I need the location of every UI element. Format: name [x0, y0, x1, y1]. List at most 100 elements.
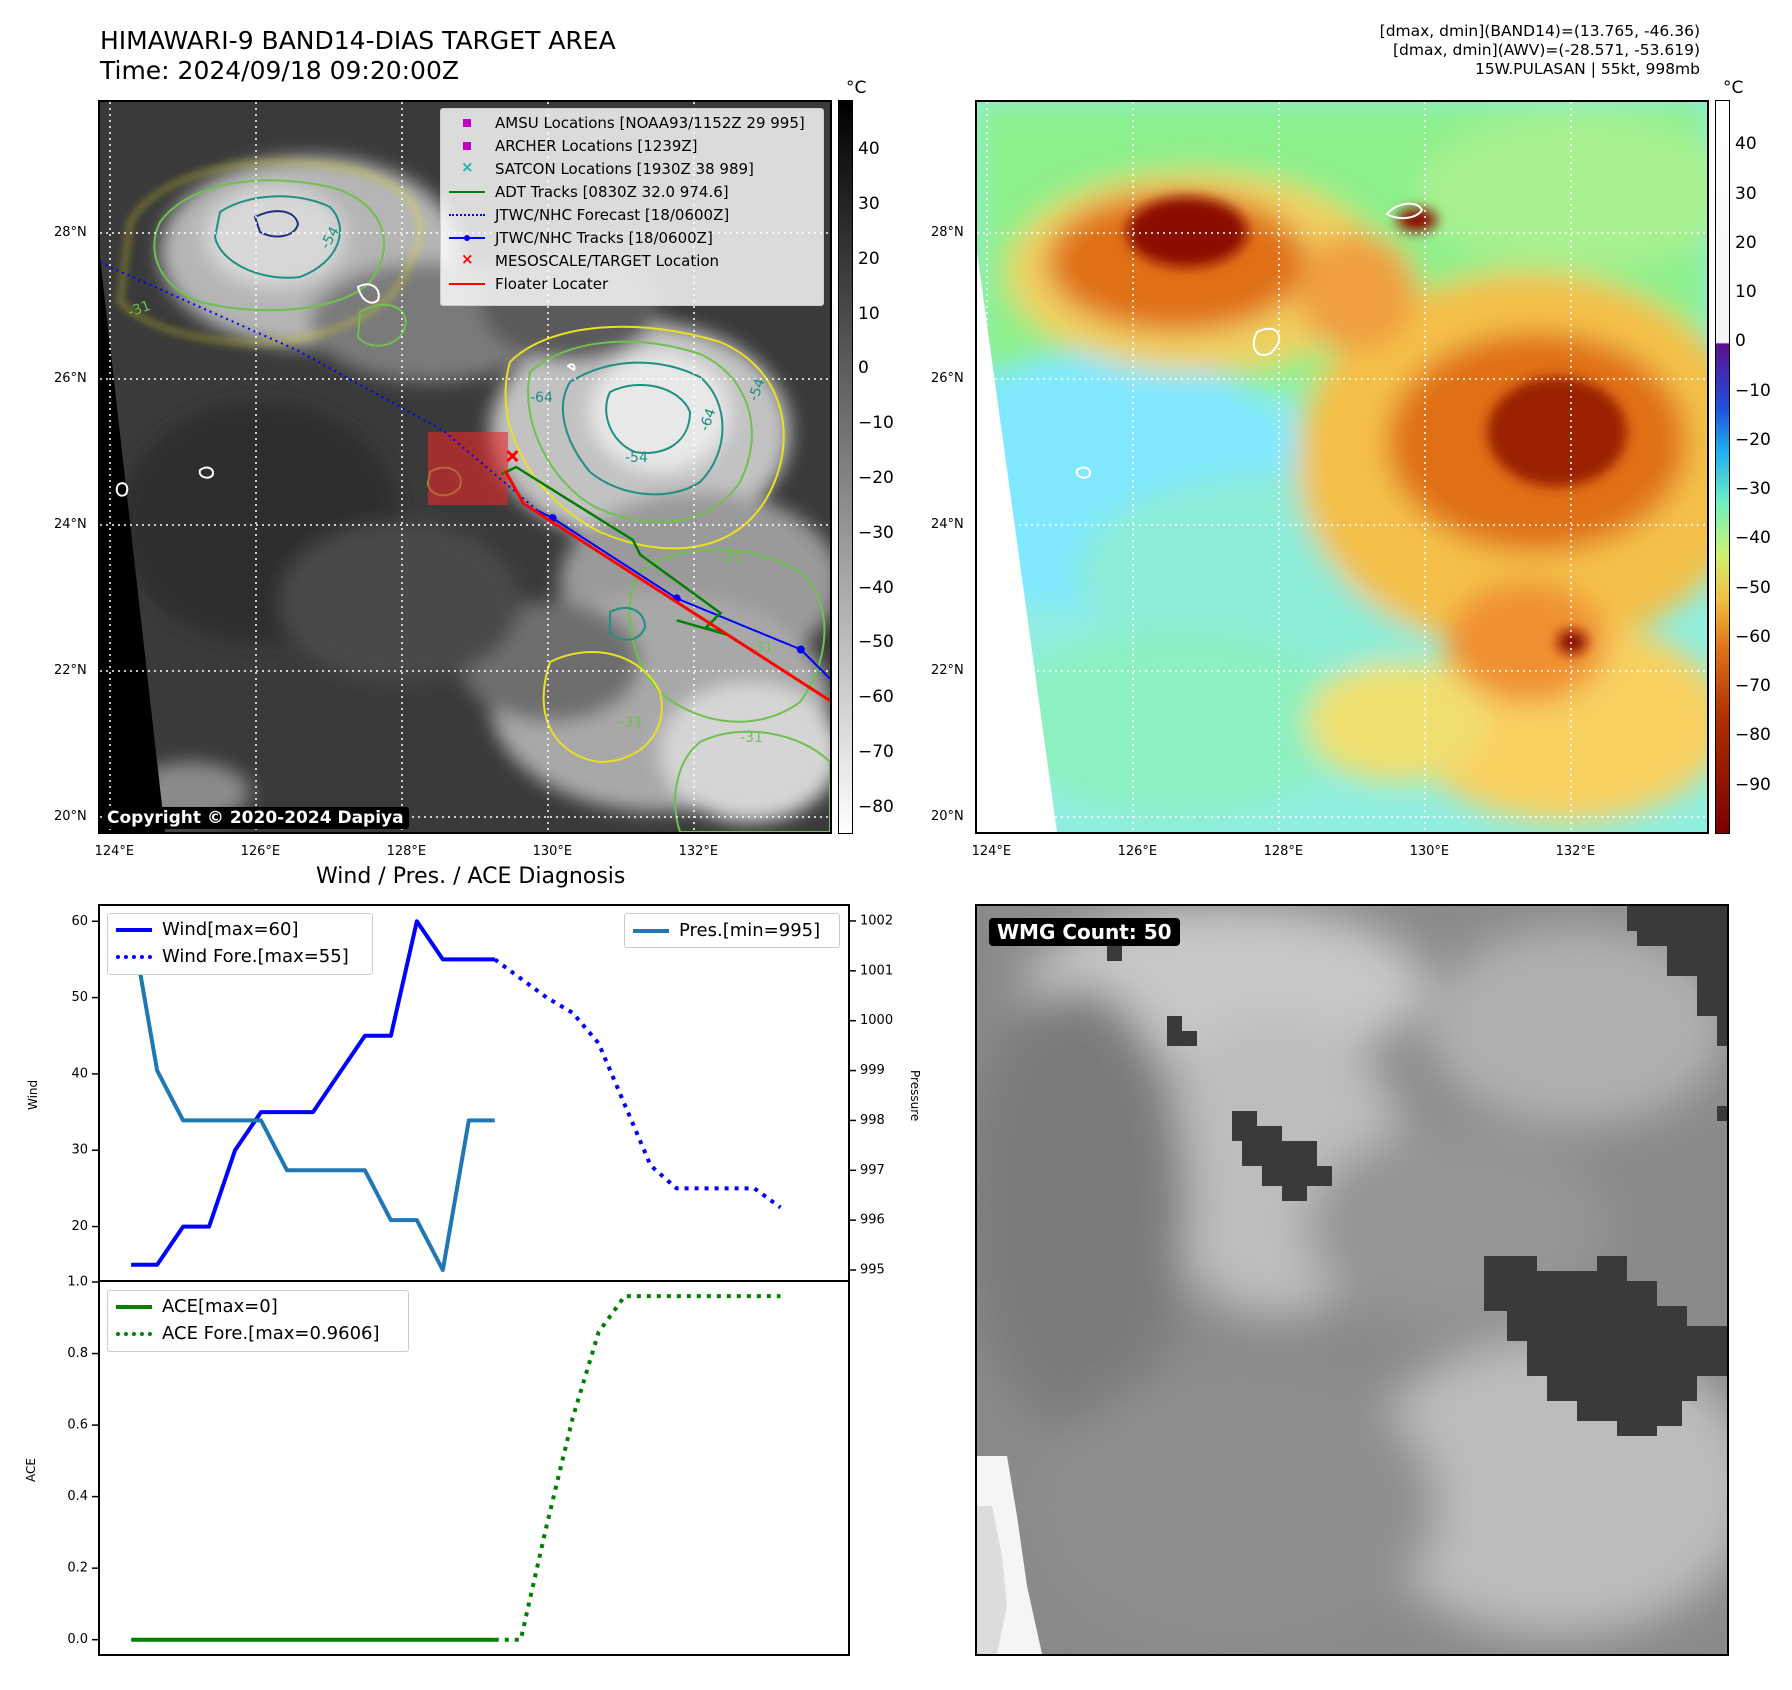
lon-tick-label: 130°E — [1409, 844, 1450, 859]
awv-colorbar-unit: °C — [1723, 78, 1744, 98]
lon-tick-label: 128°E — [1263, 844, 1304, 859]
colorbar-tick-label: 10 — [858, 303, 880, 324]
pressure-tick-label: 1000 — [860, 1013, 893, 1028]
wind-axis-label: Wind — [26, 1079, 40, 1110]
colorbar-tick-label: −20 — [1735, 429, 1771, 450]
contour-label: -31 — [740, 730, 763, 746]
colorbar-tick-label: −60 — [858, 687, 894, 708]
info-line-awv: [dmax, dmin](AWV)=(-28.571, -53.619) — [1393, 41, 1700, 59]
jtwc-forecast-track — [100, 261, 539, 512]
ace-axis-label: ACE — [24, 1458, 38, 1482]
awv-grid — [977, 102, 1707, 832]
lat-tick-label: 28°N — [54, 225, 87, 241]
ace-forecast-series-line — [494, 1294, 781, 1642]
lat-tick-label: 24°N — [931, 517, 964, 533]
pressure-legend: Pres.[min=995] — [624, 913, 840, 948]
colorbar-tick-label: −70 — [858, 741, 894, 762]
legend-symbol — [633, 928, 669, 933]
lon-tick-label: 132°E — [1555, 844, 1596, 859]
ace-legend: ACE[max=0] ACE Fore.[max=0.9606] — [107, 1290, 409, 1352]
band14-map[interactable]: -54 -64 -54 -64 -54 -31 -31 -31 -31 -31 … — [98, 100, 832, 834]
colorbar-tick-label: −40 — [1735, 528, 1771, 549]
legend-symbol — [116, 927, 152, 932]
band14-nodata-wedge — [100, 257, 165, 832]
contour-label: -31 — [126, 298, 153, 321]
legend-item: × SATCON Locations [1930Z 38 989] — [441, 157, 823, 180]
lat-tick-label: 20°N — [54, 809, 87, 825]
wmg-panel[interactable]: WMG Count: 50 — [975, 904, 1729, 1656]
awv-moisture-field — [977, 102, 1707, 822]
legend-symbol — [449, 116, 485, 130]
contour-label: -31 — [620, 715, 643, 731]
band14-map-canvas: -54 -64 -54 -64 -54 -31 -31 -31 -31 -31 — [100, 102, 830, 832]
ace-tick-label: 0.2 — [67, 1561, 88, 1576]
wind-tick-label: 20 — [71, 1219, 88, 1234]
legend-item-wind-forecast: Wind Fore.[max=55] — [108, 943, 372, 970]
mesoscale-target-marker — [506, 449, 519, 463]
wind-series-line — [131, 919, 495, 1267]
colorbar-tick-label: 20 — [858, 248, 880, 269]
diagnosis-title: Wind / Pres. / ACE Diagnosis — [316, 864, 626, 889]
lat-tick-label: 26°N — [931, 371, 964, 387]
legend-label: ACE[max=0] — [162, 1296, 278, 1317]
colorbar-tick-label: −30 — [858, 522, 894, 543]
legend-symbol — [116, 1304, 152, 1309]
colorbar-tick-label: −40 — [858, 577, 894, 598]
pressure-tick-label: 1002 — [860, 913, 893, 928]
colorbar-tick-label: 10 — [1735, 282, 1757, 303]
lon-tick-label: 124°E — [94, 844, 135, 859]
colorbar-tick-label: −30 — [1735, 479, 1771, 500]
legend-symbol — [116, 954, 152, 959]
legend-label: Wind Fore.[max=55] — [162, 946, 349, 967]
colorbar-tick-label: −60 — [1735, 626, 1771, 647]
contour-label: -31 — [750, 640, 773, 656]
legend-item-wind: Wind[max=60] — [108, 916, 372, 943]
legend-item-ace-forecast: ACE Fore.[max=0.9606] — [108, 1320, 408, 1347]
contour-label: -31 — [720, 550, 743, 566]
legend-label: JTWC/NHC Tracks [18/0600Z] — [495, 228, 713, 247]
ace-tick-label: 0.0 — [67, 1632, 88, 1647]
legend-item-ace: ACE[max=0] — [108, 1293, 408, 1320]
ace-axes — [98, 1280, 850, 1656]
ace-tick-label: 0.4 — [67, 1489, 88, 1504]
legend-label: ADT Tracks [0830Z 32.0 974.6] — [495, 182, 729, 201]
legend-item: × MESOSCALE/TARGET Location — [441, 249, 823, 272]
colorbar-tick-label: 0 — [1735, 331, 1746, 352]
ace-tick-label: 1.0 — [67, 1275, 88, 1290]
wind-tick-label: 40 — [71, 1066, 88, 1081]
jtwc-track-point — [796, 645, 805, 654]
legend-item: Floater Locater — [441, 272, 823, 295]
lat-tick-label: 22°N — [54, 663, 87, 679]
lat-tick-label: 28°N — [931, 225, 964, 241]
band14-contours — [118, 161, 830, 832]
pressure-tick-label: 998 — [860, 1113, 885, 1128]
wmg-light-edge-inner — [977, 1506, 1007, 1654]
wmg-dark-cells — [1107, 906, 1727, 1436]
awv-map[interactable] — [975, 100, 1709, 834]
awv-nodata-wedge — [977, 252, 1057, 832]
legend-symbol — [449, 185, 485, 199]
band14-land-outlines — [115, 283, 576, 497]
legend-label: Pres.[min=995] — [679, 920, 821, 941]
contour-label: -64 — [530, 390, 553, 406]
legend-symbol — [116, 1331, 152, 1336]
band14-colorbar — [838, 100, 853, 834]
legend-item: JTWC/NHC Forecast [18/0600Z] — [441, 203, 823, 226]
wind-legend: Wind[max=60] Wind Fore.[max=55] — [107, 913, 373, 975]
legend-symbol — [449, 139, 485, 153]
colorbar-tick-label: −20 — [858, 467, 894, 488]
copyright-label: Copyright © 2020-2024 Dapiya — [102, 807, 409, 829]
ace-tick-label: 0.6 — [67, 1418, 88, 1433]
band14-legend: AMSU Locations [NOAA93/1152Z 29 995] ARCH… — [440, 108, 824, 306]
colorbar-tick-label: 40 — [1735, 134, 1757, 155]
colorbar-tick-label: −70 — [1735, 676, 1771, 697]
legend-symbol — [449, 208, 485, 222]
contour-label: -64 — [697, 406, 720, 433]
wmg-count-badge: WMG Count: 50 — [989, 918, 1180, 946]
wind-tick-label: 60 — [71, 914, 88, 929]
awv-dry-cores — [1127, 197, 1627, 654]
diagnosis-panel[interactable]: 60 50 40 30 20 1002 1001 1000 999 998 997 996 995 1.0… — [67, 904, 893, 1656]
figure-title: HIMAWARI-9 BAND14-DIAS TARGET AREA — [100, 26, 616, 55]
info-line-storm: 15W.PULASAN | 55kt, 998mb — [1474, 60, 1700, 78]
colorbar-tick-label: −50 — [858, 632, 894, 653]
